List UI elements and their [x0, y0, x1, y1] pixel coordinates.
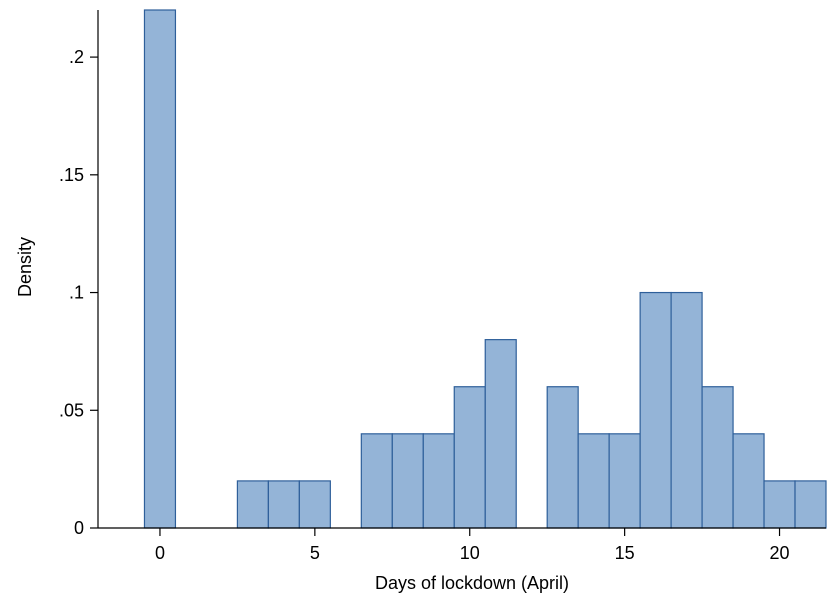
- histogram-bar: [670, 291, 703, 529]
- y-tick-label: .1: [69, 283, 84, 303]
- y-tick-label: .05: [59, 400, 84, 420]
- x-tick-label: 10: [460, 543, 480, 563]
- histogram-bar: [422, 433, 455, 529]
- y-tick-label: .2: [69, 47, 84, 67]
- x-axis-ticks: 0 5 10 15 20: [155, 528, 790, 563]
- histogram-bar: [298, 480, 331, 529]
- x-tick-label: 20: [770, 543, 790, 563]
- histogram-bar: [267, 480, 300, 529]
- y-tick-label: 0: [74, 518, 84, 538]
- histogram-bar: [236, 480, 269, 529]
- histogram-bar: [701, 386, 734, 529]
- y-axis-title: Density: [15, 237, 35, 297]
- x-axis-title: Days of lockdown (April): [375, 573, 569, 593]
- histogram-bar: [391, 433, 424, 529]
- histogram-bar: [732, 433, 765, 529]
- histogram-bar: [608, 433, 641, 529]
- histogram-bar: [143, 9, 177, 529]
- x-tick-label: 0: [155, 543, 165, 563]
- histogram-bar: [794, 480, 827, 529]
- histogram-bar: [577, 433, 610, 529]
- histogram-bar: [453, 386, 486, 529]
- histogram-bars: [143, 9, 827, 529]
- x-tick-label: 15: [615, 543, 635, 563]
- histogram-bar: [763, 480, 796, 529]
- histogram-bar: [546, 386, 579, 529]
- histogram-bar: [639, 291, 672, 529]
- histogram-bar: [360, 433, 393, 529]
- x-tick-label: 5: [310, 543, 320, 563]
- histogram-bar: [484, 339, 517, 529]
- y-axis-ticks: 0 .05 .1 .15 .2: [59, 47, 98, 538]
- y-tick-label: .15: [59, 165, 84, 185]
